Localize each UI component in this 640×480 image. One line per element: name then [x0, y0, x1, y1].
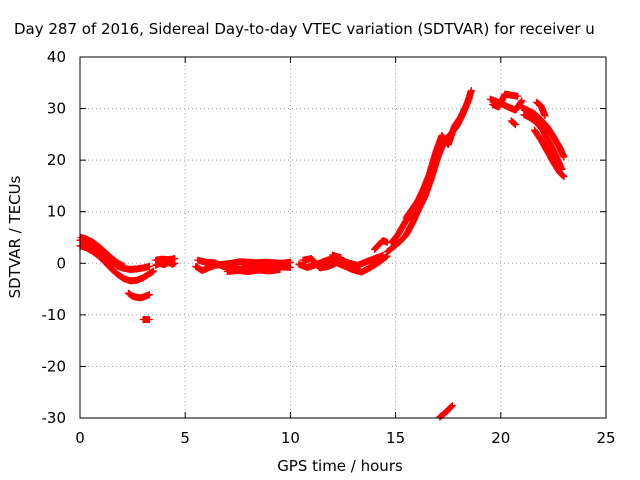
y-tick-label: -10 [42, 306, 67, 324]
x-tick-label: 25 [596, 429, 615, 447]
data-points [76, 87, 568, 421]
y-axis-title: SDTVAR / TECUs [6, 175, 24, 298]
y-tick-label: -20 [42, 357, 67, 375]
y-tick-label: 0 [56, 254, 66, 272]
y-tick-label: 20 [47, 151, 66, 169]
y-tick-label: 10 [47, 203, 66, 221]
x-tick-label: 20 [491, 429, 510, 447]
x-tick-label: 5 [180, 429, 190, 447]
tick-labels: 0 5 10 15 20 25 -30 -20 -10 0 10 20 30 40 [42, 48, 616, 447]
x-tick-label: 0 [75, 429, 85, 447]
x-tick-label: 10 [281, 429, 300, 447]
y-tick-label: 40 [47, 48, 66, 66]
x-axis-title: GPS time / hours [277, 457, 403, 475]
x-tick-label: 15 [386, 429, 405, 447]
y-tick-label: -30 [42, 409, 67, 427]
y-tick-label: 30 [47, 100, 66, 118]
plot-frame [79, 56, 607, 419]
chart-title: Day 287 of 2016, Sidereal Day-to-day VTE… [14, 20, 595, 38]
data-point-markers [76, 87, 568, 421]
